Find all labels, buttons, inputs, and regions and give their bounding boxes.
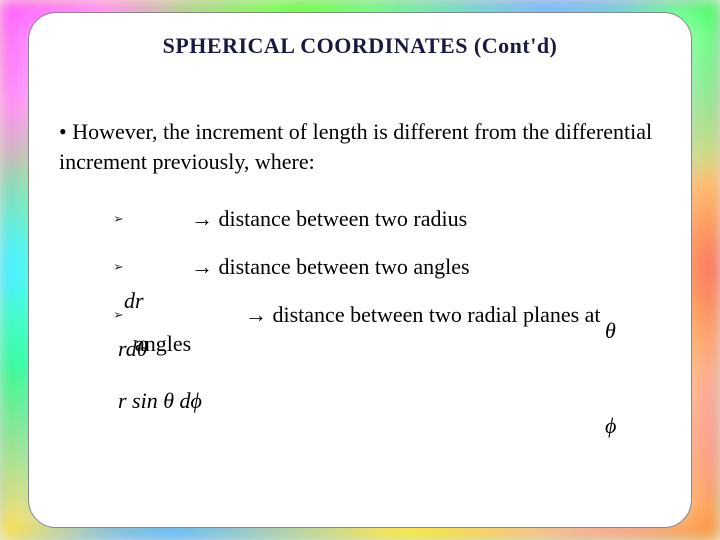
triangle-bullet-icon: ➢ — [113, 204, 135, 228]
math-rdtheta: rdθ — [118, 336, 148, 362]
slide-card: SPHERICAL COORDINATES (Cont'd) • However… — [28, 12, 692, 528]
bullet-label: → distance between two radius — [191, 206, 467, 231]
math-phi: ϕ — [605, 413, 616, 439]
bullet-list: ➢ → distance between two radius ➢ → dist… — [113, 204, 661, 359]
intro-paragraph: • However, the increment of length is di… — [59, 117, 661, 176]
math-dr: dr — [124, 288, 144, 314]
bullet-item: ➢ → distance between two radial planes a… — [113, 300, 661, 359]
bullet-text: → distance between two angles — [135, 252, 661, 282]
math-theta: θ — [605, 318, 616, 344]
bullet-item: ➢ → distance between two radius — [113, 204, 661, 234]
math-rsinthetadphi: r sin θ dϕ — [118, 388, 202, 414]
bullet-item: ➢ → distance between two angles — [113, 252, 661, 282]
triangle-bullet-icon: ➢ — [113, 252, 135, 276]
slide-title: SPHERICAL COORDINATES (Cont'd) — [59, 33, 661, 59]
bullet-label: → distance between two angles — [191, 254, 470, 279]
bullet-text: → distance between two radius — [135, 204, 661, 234]
bullet-text: → distance between two radial planes at … — [135, 300, 661, 359]
bullet-label: → distance between two radial planes at … — [135, 302, 601, 357]
